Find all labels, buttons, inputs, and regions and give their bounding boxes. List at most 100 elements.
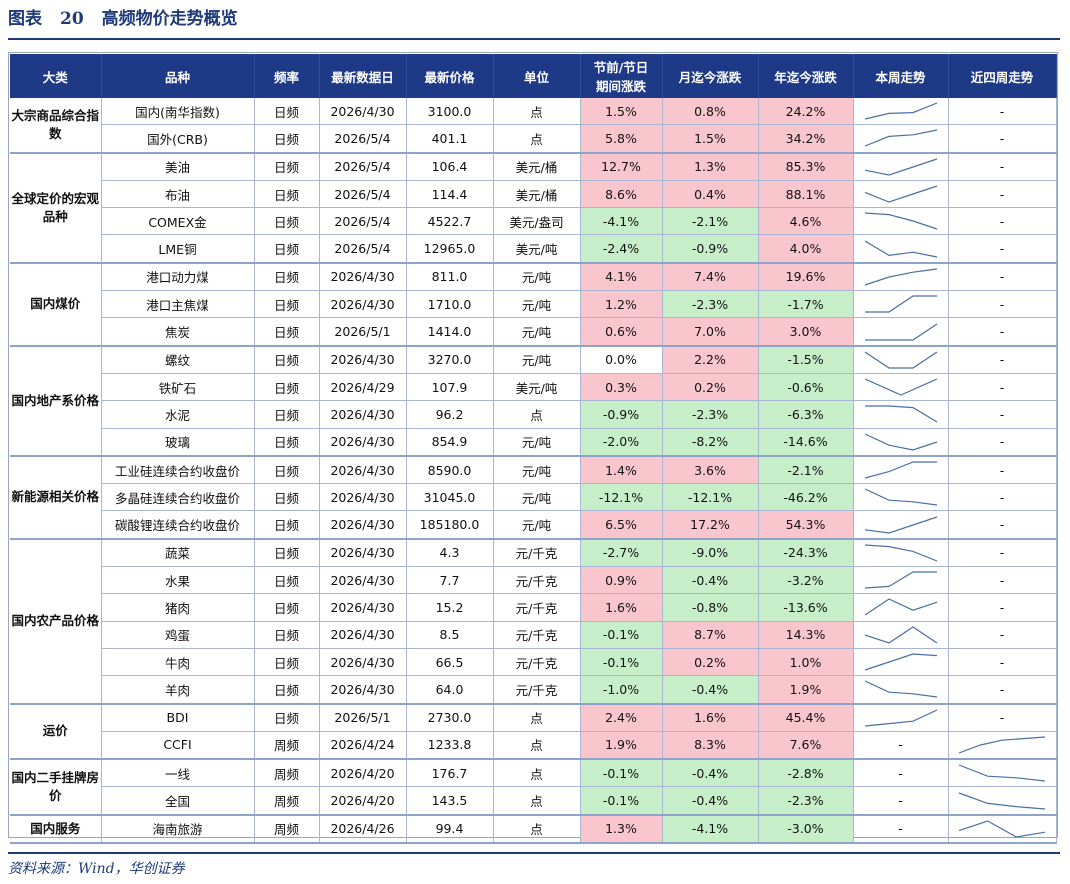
item-name-cell: 港口动力煤 xyxy=(101,262,255,292)
price-table: 大类 品种 频率 最新数据日 最新价格 单位 节前/节日 期间涨跌 月迄今涨跌 年迄今涨跌 本周走… xyxy=(10,54,1057,845)
week-sparkline-line xyxy=(864,240,937,258)
table-body: 大宗商品综合指数 国内(南华指数) 日频 2026/4/30 3100.0 点 1.5% 0.… xyxy=(10,98,1057,845)
header-cell: 最新价格 xyxy=(406,54,494,98)
frequency-cell: 日频 xyxy=(254,428,320,457)
header-cell: 最新数据日 xyxy=(319,54,407,98)
item-name-cell: 一线 xyxy=(101,759,255,788)
mtd-change-cell: 7.4% xyxy=(662,262,759,292)
latest-date-cell: 2026/5/1 xyxy=(319,317,407,347)
ytd-change-cell: -0.6% xyxy=(758,373,854,402)
latest-price-cell: 1710.0 xyxy=(406,290,494,319)
frequency-cell: 日频 xyxy=(254,648,320,677)
unit-cell: 美元/吨 xyxy=(493,234,581,264)
holiday-change-cell: 1.3% xyxy=(580,814,663,845)
item-name-cell: 水果 xyxy=(101,566,255,595)
header-cell: 频率 xyxy=(254,54,320,98)
unit-cell: 元/吨 xyxy=(493,345,581,374)
week-sparkline xyxy=(864,544,937,562)
latest-price-cell: 1233.8 xyxy=(406,731,494,761)
item-name-cell: 港口主焦煤 xyxy=(101,290,255,319)
week-sparkline xyxy=(864,158,937,176)
unit-cell: 元/吨 xyxy=(493,290,581,319)
holiday-change-cell: -0.1% xyxy=(580,786,663,816)
month-trend-cell: - xyxy=(948,538,1057,568)
header-cell: 年迄今涨跌 xyxy=(758,54,854,98)
week-sparkline-line xyxy=(864,323,937,341)
month-sparkline xyxy=(958,764,1046,782)
table-row: LME铜 日频 2026/5/4 12965.0 美元/吨 -2.4% -0.9% 4.0% - xyxy=(10,234,1057,264)
mtd-change-cell: 0.8% xyxy=(662,98,759,126)
month-trend-cell: - xyxy=(948,566,1057,595)
mtd-change-cell: 0.4% xyxy=(662,180,759,209)
table-row: 全国 周频 2026/4/20 143.5 点 -0.1% -0.4% -2.3% - xyxy=(10,786,1057,816)
figure-label: 图表 xyxy=(8,9,42,29)
holiday-change-cell: 2.4% xyxy=(580,703,663,732)
ytd-change-cell: 4.0% xyxy=(758,234,854,264)
holiday-change-cell: 1.9% xyxy=(580,731,663,761)
unit-cell: 元/千克 xyxy=(493,675,581,705)
month-trend-cell: - xyxy=(948,290,1057,319)
item-name-cell: 国外(CRB) xyxy=(101,124,255,154)
month-sparkline xyxy=(958,820,1046,838)
frequency-cell: 日频 xyxy=(254,703,320,732)
mtd-change-cell: -0.4% xyxy=(662,566,759,595)
mtd-change-cell: -2.1% xyxy=(662,207,759,236)
week-sparkline-line xyxy=(864,102,937,120)
header-cell: 月迄今涨跌 xyxy=(662,54,759,98)
month-trend-cell xyxy=(948,759,1057,788)
month-trend-cell: - xyxy=(948,510,1057,540)
holiday-change-cell: 0.0% xyxy=(580,345,663,374)
frequency-cell: 日频 xyxy=(254,98,320,126)
unit-cell: 元/吨 xyxy=(493,510,581,540)
title-rule xyxy=(8,38,1060,40)
table-row: 多晶硅连续合约收盘价 日频 2026/4/30 31045.0 元/吨 -12.1% -12… xyxy=(10,483,1057,512)
unit-cell: 美元/桶 xyxy=(493,152,581,181)
mtd-change-cell: -0.4% xyxy=(662,759,759,788)
latest-date-cell: 2026/4/20 xyxy=(319,759,407,788)
frequency-cell: 日频 xyxy=(254,290,320,319)
unit-cell: 美元/桶 xyxy=(493,180,581,209)
table-row: 羊肉 日频 2026/4/30 64.0 元/千克 -1.0% -0.4% 1.9% - xyxy=(10,675,1057,705)
item-name-cell: COMEX金 xyxy=(101,207,255,236)
item-name-cell: CCFI xyxy=(101,731,255,761)
unit-cell: 点 xyxy=(493,759,581,788)
header-row: 大类 品种 频率 最新数据日 最新价格 单位 节前/节日 期间涨跌 月迄今涨跌 年迄今涨跌 本周走… xyxy=(10,54,1057,98)
ytd-change-cell: 4.6% xyxy=(758,207,854,236)
mtd-change-cell: -2.3% xyxy=(662,400,759,429)
holiday-change-cell: -0.1% xyxy=(580,648,663,677)
mtd-change-cell: 8.3% xyxy=(662,731,759,761)
latest-price-cell: 107.9 xyxy=(406,373,494,402)
table-row: 鸡蛋 日频 2026/4/30 8.5 元/千克 -0.1% 8.7% 14.3% - xyxy=(10,621,1057,649)
latest-date-cell: 2026/4/30 xyxy=(319,345,407,374)
week-trend-cell xyxy=(853,207,949,236)
unit-cell: 元/千克 xyxy=(493,566,581,595)
holiday-change-cell: 0.3% xyxy=(580,373,663,402)
week-sparkline-line xyxy=(864,378,937,396)
month-trend-cell: - xyxy=(948,124,1057,154)
latest-price-cell: 114.4 xyxy=(406,180,494,209)
mtd-change-cell: -0.4% xyxy=(662,675,759,705)
week-trend-cell xyxy=(853,648,949,677)
week-trend-cell xyxy=(853,675,949,705)
month-trend-cell: - xyxy=(948,648,1057,677)
month-trend-cell: - xyxy=(948,262,1057,292)
week-sparkline xyxy=(864,351,937,369)
week-sparkline-line xyxy=(864,129,937,147)
mtd-change-cell: -4.1% xyxy=(662,814,759,845)
week-trend-cell xyxy=(853,703,949,732)
month-trend-cell xyxy=(948,731,1057,761)
figure-title: 图表 20 高频物价走势概览 xyxy=(8,6,238,32)
latest-date-cell: 2026/4/30 xyxy=(319,290,407,319)
latest-date-cell: 2026/5/4 xyxy=(319,124,407,154)
unit-cell: 美元/盎司 xyxy=(493,207,581,236)
week-trend-cell xyxy=(853,262,949,292)
latest-price-cell: 2730.0 xyxy=(406,703,494,732)
week-sparkline-line xyxy=(864,680,937,698)
item-name-cell: 布油 xyxy=(101,180,255,209)
unit-cell: 元/吨 xyxy=(493,428,581,457)
ytd-change-cell: 14.3% xyxy=(758,621,854,649)
week-trend-cell: - xyxy=(853,786,949,816)
week-trend-cell: - xyxy=(853,731,949,761)
frequency-cell: 日频 xyxy=(254,675,320,705)
latest-price-cell: 4.3 xyxy=(406,538,494,568)
